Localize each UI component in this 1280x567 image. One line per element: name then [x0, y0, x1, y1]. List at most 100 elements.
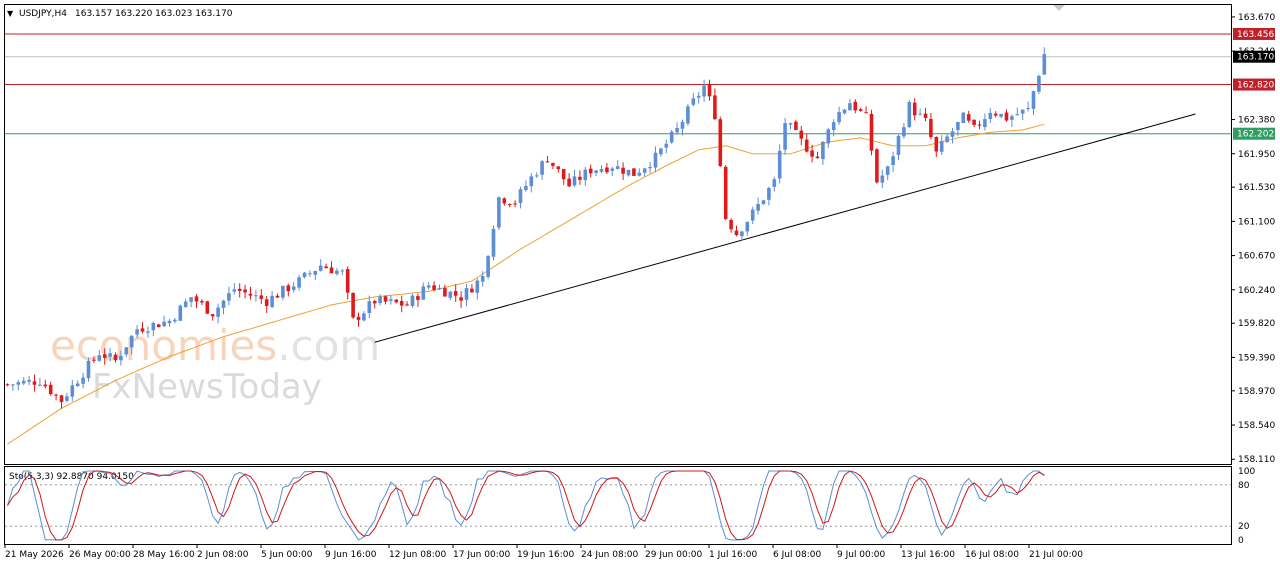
candle-body — [443, 288, 447, 297]
watermark-line1: economies.com — [50, 321, 380, 370]
candle — [551, 162, 555, 170]
candle-body — [858, 109, 863, 111]
candle — [486, 255, 490, 280]
candle — [470, 284, 474, 293]
candle-body — [777, 150, 782, 179]
candle — [621, 162, 625, 180]
candle — [740, 230, 744, 241]
candle-body — [788, 123, 793, 125]
trendline — [374, 113, 1196, 343]
candle-body — [254, 295, 258, 297]
candle — [432, 281, 436, 292]
time-tick-label: 26 May 00:00 — [69, 550, 131, 560]
candle-body — [470, 288, 474, 293]
candle — [1015, 107, 1020, 116]
candle-body — [551, 162, 555, 166]
candle — [443, 284, 447, 297]
trendline-layer — [374, 113, 1196, 343]
candle — [102, 348, 107, 365]
candle — [497, 196, 501, 231]
candle-body — [524, 185, 528, 190]
candle-body — [740, 231, 744, 237]
candle-body — [956, 121, 960, 130]
candle — [853, 99, 858, 114]
candle — [324, 263, 328, 269]
candle — [939, 135, 944, 155]
candle — [696, 91, 701, 104]
candle — [950, 127, 955, 144]
candle-body — [761, 200, 766, 205]
candle — [113, 352, 118, 363]
candle-body — [372, 300, 377, 304]
candle — [561, 168, 566, 185]
candle-body — [691, 98, 696, 105]
candle-body — [734, 230, 739, 236]
candle-body — [297, 277, 301, 288]
candle — [16, 380, 21, 391]
candle — [119, 350, 123, 366]
stoch-label: Sto(5,3,3) 92.8870 94.0150 — [9, 472, 134, 482]
price-tag-label: 163.456 — [1237, 30, 1274, 40]
candle-body — [837, 112, 841, 123]
candle — [335, 268, 339, 276]
candle — [1020, 109, 1025, 121]
candle — [38, 377, 42, 387]
candle — [578, 170, 582, 185]
stoch-tick-label: 80 — [1238, 481, 1250, 491]
candle-body — [32, 381, 37, 385]
candle — [1010, 114, 1014, 127]
candle — [367, 295, 372, 319]
candle — [146, 326, 150, 338]
candle-body — [146, 331, 150, 333]
scroll-marker-icon[interactable] — [1053, 5, 1065, 11]
candle — [966, 110, 971, 123]
dropdown-arrow-icon[interactable]: ▼ — [7, 9, 14, 18]
candle-body — [756, 203, 760, 211]
candle — [885, 165, 890, 181]
time-tick-label: 17 Jun 00:00 — [453, 550, 510, 560]
candle — [329, 261, 334, 274]
candle — [961, 111, 966, 124]
candle-body — [367, 301, 372, 313]
candle — [918, 108, 922, 116]
candle-body — [92, 359, 96, 361]
candle-body — [156, 324, 161, 328]
candle — [475, 278, 480, 300]
candle-body — [783, 123, 787, 150]
candle-body — [815, 156, 820, 159]
candle — [567, 173, 571, 187]
candle — [200, 299, 204, 306]
price-tick-label: 158.540 — [1238, 421, 1275, 431]
candle — [1026, 101, 1030, 112]
candle — [594, 169, 598, 177]
candle — [97, 349, 102, 362]
candle — [248, 286, 253, 300]
time-tick-label: 1 Jul 16:00 — [709, 550, 758, 560]
candle — [534, 172, 539, 178]
candle — [842, 108, 847, 115]
candle-body — [1004, 112, 1009, 121]
stoch-tick-label: 100 — [1238, 467, 1255, 477]
candle-body — [286, 285, 291, 292]
price-tick-label: 161.100 — [1238, 217, 1275, 227]
candle — [65, 392, 69, 403]
candle-body — [243, 289, 247, 293]
candle-body — [200, 301, 204, 303]
candle-body — [232, 289, 237, 292]
candle-body — [70, 385, 75, 397]
candle-body — [491, 228, 496, 257]
candle-body — [237, 288, 242, 292]
candle — [875, 148, 879, 184]
candle-body — [545, 161, 550, 163]
price-tick-label: 163.670 — [1238, 13, 1275, 23]
candle-body — [27, 379, 31, 382]
candle — [459, 291, 463, 308]
candle-body — [475, 280, 480, 293]
candle-body — [572, 176, 577, 186]
candle-body — [275, 295, 280, 298]
candle — [167, 318, 172, 327]
candle-body — [362, 313, 366, 321]
candle-body — [189, 297, 193, 302]
candle-body — [335, 270, 339, 274]
